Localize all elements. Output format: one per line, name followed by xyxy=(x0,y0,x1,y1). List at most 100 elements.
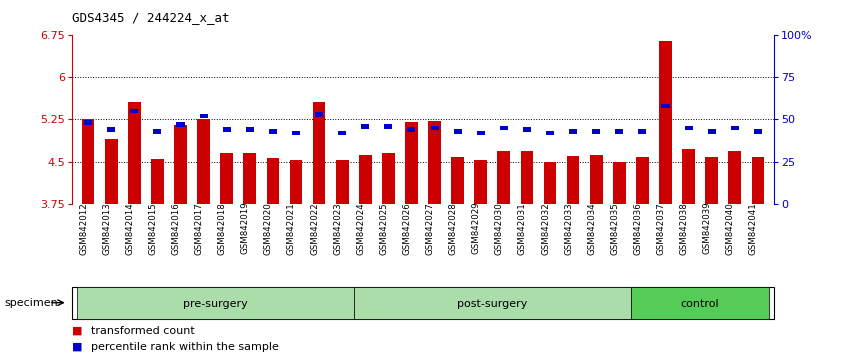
Bar xyxy=(76,287,354,319)
Bar xyxy=(151,159,164,204)
Bar xyxy=(197,120,210,204)
Bar xyxy=(359,155,371,204)
Bar xyxy=(659,41,672,204)
Text: GSM842014: GSM842014 xyxy=(125,202,135,255)
Text: GSM842029: GSM842029 xyxy=(472,202,481,255)
Text: GSM842036: GSM842036 xyxy=(634,202,642,255)
Text: GSM842040: GSM842040 xyxy=(726,202,735,255)
Text: GDS4345 / 244224_x_at: GDS4345 / 244224_x_at xyxy=(72,11,229,24)
Bar xyxy=(613,161,626,204)
Bar xyxy=(615,129,624,133)
Text: GSM842022: GSM842022 xyxy=(310,202,319,255)
Text: GSM842041: GSM842041 xyxy=(749,202,758,255)
Bar xyxy=(475,160,487,204)
Bar xyxy=(592,129,601,133)
Bar xyxy=(431,126,438,130)
Text: GSM842024: GSM842024 xyxy=(356,202,365,255)
Text: specimen: specimen xyxy=(4,298,58,308)
Text: GSM842018: GSM842018 xyxy=(217,202,227,255)
Text: GSM842037: GSM842037 xyxy=(656,202,666,255)
Text: GSM842027: GSM842027 xyxy=(426,202,435,255)
Text: transformed count: transformed count xyxy=(91,326,195,336)
Bar xyxy=(105,139,118,204)
Text: GSM842033: GSM842033 xyxy=(564,202,573,255)
Bar xyxy=(174,125,187,204)
Bar xyxy=(269,129,277,133)
Text: ■: ■ xyxy=(72,342,82,352)
Bar xyxy=(361,124,370,129)
Text: GSM842030: GSM842030 xyxy=(495,202,504,255)
Text: GSM842013: GSM842013 xyxy=(102,202,111,255)
Bar xyxy=(639,129,646,133)
Text: GSM842025: GSM842025 xyxy=(379,202,388,255)
Bar xyxy=(497,152,510,204)
Bar xyxy=(177,122,184,127)
Text: GSM842028: GSM842028 xyxy=(448,202,458,255)
Bar xyxy=(567,156,580,204)
Bar xyxy=(266,158,279,204)
Bar xyxy=(662,104,669,108)
Bar xyxy=(546,131,554,135)
Text: percentile rank within the sample: percentile rank within the sample xyxy=(91,342,278,352)
Text: GSM842021: GSM842021 xyxy=(287,202,296,255)
Bar xyxy=(289,160,302,204)
Text: GSM842039: GSM842039 xyxy=(703,202,711,255)
Bar xyxy=(200,114,207,119)
Bar xyxy=(523,127,531,132)
Bar xyxy=(245,127,254,132)
Bar xyxy=(408,127,415,132)
Bar xyxy=(107,127,115,132)
Bar xyxy=(313,102,326,204)
Bar xyxy=(476,131,485,135)
Bar xyxy=(338,131,346,135)
Bar xyxy=(520,152,533,204)
Text: GSM842020: GSM842020 xyxy=(264,202,273,255)
Text: GSM842032: GSM842032 xyxy=(541,202,550,255)
Bar xyxy=(500,126,508,130)
Bar xyxy=(336,160,349,204)
Bar xyxy=(754,129,762,133)
Text: GSM842017: GSM842017 xyxy=(195,202,204,255)
Bar xyxy=(682,149,695,204)
Text: GSM842031: GSM842031 xyxy=(518,202,527,255)
Text: GSM842035: GSM842035 xyxy=(610,202,619,255)
Bar xyxy=(244,153,256,204)
Bar xyxy=(292,131,300,135)
Bar xyxy=(636,157,649,204)
Bar xyxy=(384,124,393,129)
Bar xyxy=(590,155,602,204)
Bar xyxy=(222,127,231,132)
Bar xyxy=(315,112,323,117)
Bar xyxy=(631,287,770,319)
Bar xyxy=(82,120,95,204)
Text: GSM842015: GSM842015 xyxy=(148,202,157,255)
Text: GSM842012: GSM842012 xyxy=(79,202,88,255)
Bar xyxy=(130,109,138,113)
Bar xyxy=(684,126,693,130)
Text: GSM842026: GSM842026 xyxy=(403,202,411,255)
Bar xyxy=(128,102,140,204)
Bar xyxy=(708,129,716,133)
Bar xyxy=(382,153,395,204)
Bar xyxy=(706,157,718,204)
Bar xyxy=(569,129,577,133)
Bar xyxy=(731,126,739,130)
Bar xyxy=(544,161,557,204)
Text: GSM842034: GSM842034 xyxy=(587,202,596,255)
Text: GSM842023: GSM842023 xyxy=(333,202,342,255)
Bar xyxy=(220,153,233,204)
Bar xyxy=(405,122,418,204)
Text: ■: ■ xyxy=(72,326,82,336)
Text: post-surgery: post-surgery xyxy=(457,299,528,309)
Bar xyxy=(728,152,741,204)
Bar xyxy=(751,157,764,204)
Text: pre-surgery: pre-surgery xyxy=(183,299,248,309)
Text: GSM842019: GSM842019 xyxy=(241,202,250,255)
Bar xyxy=(153,129,162,133)
Bar xyxy=(354,287,631,319)
Bar xyxy=(84,120,92,125)
Text: control: control xyxy=(681,299,719,309)
Bar xyxy=(428,121,441,204)
Bar xyxy=(451,157,464,204)
Text: GSM842016: GSM842016 xyxy=(172,202,180,255)
